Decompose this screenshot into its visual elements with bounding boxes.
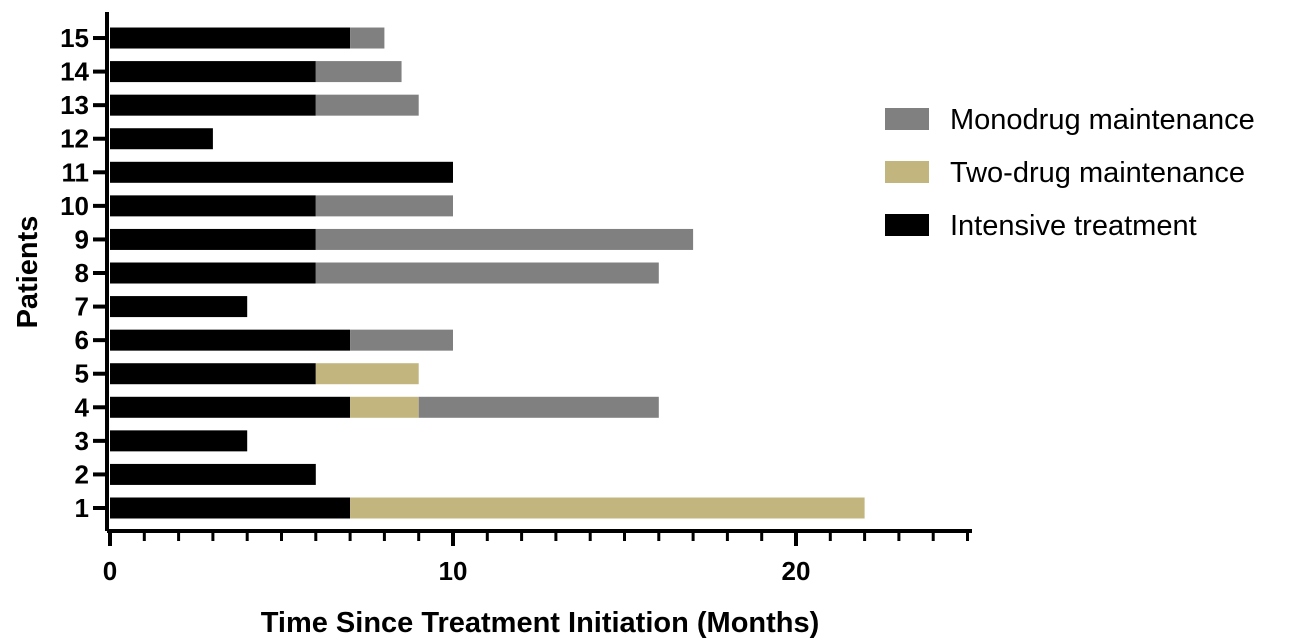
y-tick-label: 11 bbox=[62, 157, 90, 187]
bar-segment-patient-13-monodrug bbox=[315, 94, 419, 116]
legend-label-monodrug: Monodrug maintenance bbox=[950, 104, 1255, 136]
bar-segment-patient-5-intensive bbox=[110, 363, 316, 385]
legend-label-intensive: Intensive treatment bbox=[950, 210, 1197, 242]
bar-segment-patient-10-monodrug bbox=[315, 195, 453, 217]
bar-segment-patient-4-monodrug bbox=[418, 396, 659, 418]
bar-segment-patient-4-two_drug bbox=[350, 396, 419, 418]
y-tick-label: 1 bbox=[75, 493, 89, 523]
bar-segment-patient-8-monodrug bbox=[315, 262, 659, 284]
y-tick-label: 13 bbox=[60, 90, 89, 120]
bar-segment-patient-6-intensive bbox=[110, 329, 351, 351]
bar-segment-patient-15-intensive bbox=[110, 27, 351, 49]
y-tick-label: 12 bbox=[60, 124, 89, 154]
y-tick-label: 2 bbox=[75, 459, 89, 489]
bar-segment-patient-4-intensive bbox=[110, 396, 351, 418]
legend-label-two_drug: Two-drug maintenance bbox=[950, 157, 1245, 189]
x-axis-title: Time Since Treatment Initiation (Months) bbox=[261, 607, 820, 639]
y-tick-label: 10 bbox=[60, 191, 89, 221]
y-tick-label: 6 bbox=[75, 325, 89, 355]
bar-segment-patient-11-intensive bbox=[110, 161, 453, 183]
bar-segment-patient-9-monodrug bbox=[315, 228, 694, 250]
y-tick-label: 9 bbox=[75, 224, 89, 254]
y-tick-label: 5 bbox=[75, 359, 89, 389]
y-tick-label: 8 bbox=[75, 258, 89, 288]
legend-swatch-two_drug bbox=[885, 161, 929, 183]
x-tick-label: 10 bbox=[439, 556, 468, 586]
axes-group bbox=[93, 12, 972, 546]
y-tick-label: 15 bbox=[60, 23, 89, 53]
bar-segment-patient-14-intensive bbox=[110, 61, 316, 83]
bar-segment-patient-8-intensive bbox=[110, 262, 316, 284]
y-tick-label: 4 bbox=[75, 392, 90, 422]
bar-segment-patient-2-intensive bbox=[110, 463, 316, 485]
bar-segment-patient-15-monodrug bbox=[350, 27, 385, 49]
bar-segment-patient-10-intensive bbox=[110, 195, 316, 217]
y-tick-label: 7 bbox=[75, 292, 89, 322]
y-tick-label: 3 bbox=[75, 426, 89, 456]
bar-segment-patient-14-monodrug bbox=[315, 61, 402, 83]
bar-segment-patient-13-intensive bbox=[110, 94, 316, 116]
legend: Monodrug maintenance Two-drug maintenance… bbox=[885, 104, 1255, 242]
x-tick-label: 0 bbox=[103, 556, 117, 586]
legend-swatch-intensive bbox=[885, 214, 929, 236]
x-tick-label: 20 bbox=[782, 556, 811, 586]
y-axis-title: Patients bbox=[12, 216, 44, 329]
bar-segment-patient-7-intensive bbox=[110, 296, 248, 318]
bar-segment-patient-5-two_drug bbox=[315, 363, 419, 385]
bar-segment-patient-12-intensive bbox=[110, 128, 213, 150]
bar-segment-patient-9-intensive bbox=[110, 228, 316, 250]
bars-group bbox=[110, 27, 865, 519]
bar-segment-patient-1-intensive bbox=[110, 497, 351, 519]
legend-swatch-monodrug bbox=[885, 108, 929, 130]
y-tick-label: 14 bbox=[60, 57, 89, 87]
bar-segment-patient-1-two_drug bbox=[350, 497, 865, 519]
bar-segment-patient-3-intensive bbox=[110, 430, 248, 452]
bar-segment-patient-6-monodrug bbox=[350, 329, 453, 351]
